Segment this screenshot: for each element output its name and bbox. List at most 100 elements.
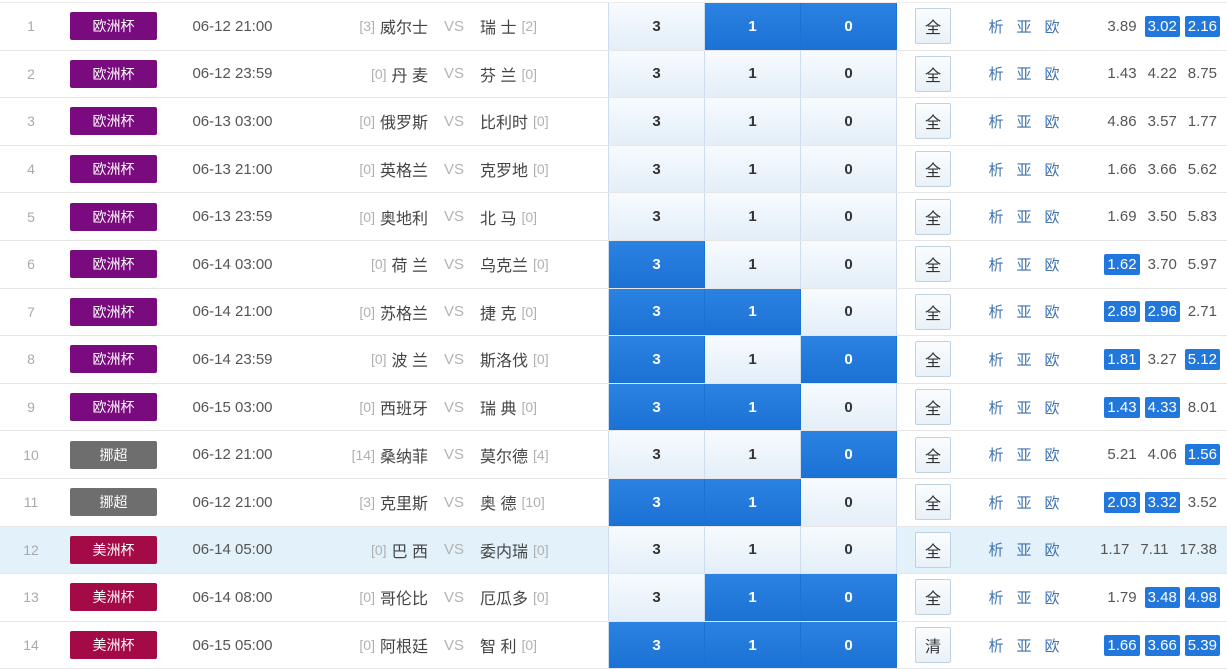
europe-odds-link[interactable]: 欧 xyxy=(1044,256,1060,274)
europe-odds-link[interactable]: 欧 xyxy=(1044,113,1060,131)
select-all-button[interactable]: 全 xyxy=(915,8,951,45)
select-all-button[interactable]: 全 xyxy=(915,293,951,330)
asia-odds-link[interactable]: 亚 xyxy=(1016,113,1032,131)
pick-1[interactable]: 1 xyxy=(705,478,801,526)
europe-odds-link[interactable]: 欧 xyxy=(1044,447,1060,465)
select-all-button[interactable]: 全 xyxy=(915,55,951,92)
pick-1[interactable]: 1 xyxy=(705,621,801,669)
asia-odds-link[interactable]: 亚 xyxy=(1016,304,1032,322)
pick-1[interactable]: 1 xyxy=(705,336,801,383)
europe-odds-link[interactable]: 欧 xyxy=(1044,66,1060,84)
analysis-link[interactable]: 析 xyxy=(988,66,1004,84)
pick-1[interactable]: 1 xyxy=(705,574,801,621)
analysis-link[interactable]: 析 xyxy=(988,542,1004,560)
select-all-button[interactable]: 全 xyxy=(915,531,951,568)
pick-1[interactable]: 1 xyxy=(705,193,801,240)
pick-1[interactable]: 1 xyxy=(705,3,801,50)
analysis-link[interactable]: 析 xyxy=(988,256,1004,274)
analysis-link[interactable]: 析 xyxy=(988,351,1004,369)
asia-odds-link[interactable]: 亚 xyxy=(1016,351,1032,369)
europe-odds-link[interactable]: 欧 xyxy=(1044,18,1060,36)
pick-0[interactable]: 0 xyxy=(801,478,897,526)
asia-odds-link[interactable]: 亚 xyxy=(1016,66,1032,84)
pick-0[interactable]: 0 xyxy=(801,50,897,98)
pick-0[interactable]: 0 xyxy=(801,3,897,50)
pick-3[interactable]: 3 xyxy=(609,574,705,621)
select-all-button[interactable]: 全 xyxy=(915,579,951,616)
asia-odds-link[interactable]: 亚 xyxy=(1016,399,1032,417)
asia-odds-link[interactable]: 亚 xyxy=(1016,209,1032,227)
asia-odds-link[interactable]: 亚 xyxy=(1016,256,1032,274)
asia-odds-link[interactable]: 亚 xyxy=(1016,494,1032,512)
pick-3[interactable]: 3 xyxy=(609,193,705,240)
analysis-link[interactable]: 析 xyxy=(988,447,1004,465)
pick-1[interactable]: 1 xyxy=(705,526,801,574)
pick-1[interactable]: 1 xyxy=(705,50,801,98)
europe-odds-link[interactable]: 欧 xyxy=(1044,304,1060,322)
pick-3[interactable]: 3 xyxy=(609,288,705,336)
analysis-link[interactable]: 析 xyxy=(988,304,1004,322)
asia-odds-link[interactable]: 亚 xyxy=(1016,161,1032,179)
pick-3[interactable]: 3 xyxy=(609,336,705,383)
pick-1[interactable]: 1 xyxy=(705,98,801,145)
pick-1[interactable]: 1 xyxy=(705,383,801,431)
select-all-button[interactable]: 全 xyxy=(915,103,951,140)
asia-odds-link[interactable]: 亚 xyxy=(1016,637,1032,655)
pick-1[interactable]: 1 xyxy=(705,145,801,193)
pick-3[interactable]: 3 xyxy=(609,3,705,50)
analysis-link[interactable]: 析 xyxy=(988,18,1004,36)
pick-0[interactable]: 0 xyxy=(801,383,897,431)
asia-odds-link[interactable]: 亚 xyxy=(1016,589,1032,607)
pick-0[interactable]: 0 xyxy=(801,431,897,478)
pick-1[interactable]: 1 xyxy=(705,288,801,336)
analysis-link[interactable]: 析 xyxy=(988,494,1004,512)
pick-3[interactable]: 3 xyxy=(609,526,705,574)
clear-all-button[interactable]: 清 xyxy=(915,627,951,664)
europe-odds-link[interactable]: 欧 xyxy=(1044,351,1060,369)
pick-0[interactable]: 0 xyxy=(801,240,897,288)
analysis-link[interactable]: 析 xyxy=(988,209,1004,227)
asia-odds-link[interactable]: 亚 xyxy=(1016,18,1032,36)
asia-odds-link[interactable]: 亚 xyxy=(1016,447,1032,465)
select-all-button[interactable]: 全 xyxy=(915,389,951,426)
pick-0[interactable]: 0 xyxy=(801,145,897,193)
away-team: 委内瑞 [0] xyxy=(480,527,608,574)
pick-0[interactable]: 0 xyxy=(801,288,897,336)
pick-0[interactable]: 0 xyxy=(801,98,897,145)
row-number: 5 xyxy=(27,208,35,225)
asia-odds-link[interactable]: 亚 xyxy=(1016,542,1032,560)
europe-odds-link[interactable]: 欧 xyxy=(1044,589,1060,607)
europe-odds-link[interactable]: 欧 xyxy=(1044,637,1060,655)
pick-3[interactable]: 3 xyxy=(609,383,705,431)
pick-0[interactable]: 0 xyxy=(801,574,897,621)
select-all-button[interactable]: 全 xyxy=(915,198,951,235)
pick-0[interactable]: 0 xyxy=(801,336,897,383)
pick-0[interactable]: 0 xyxy=(801,621,897,669)
analysis-link[interactable]: 析 xyxy=(988,399,1004,417)
analysis-link[interactable]: 析 xyxy=(988,589,1004,607)
analysis-link[interactable]: 析 xyxy=(988,113,1004,131)
europe-odds-link[interactable]: 欧 xyxy=(1044,399,1060,417)
pick-0[interactable]: 0 xyxy=(801,193,897,240)
europe-odds-link[interactable]: 欧 xyxy=(1044,494,1060,512)
analysis-link[interactable]: 析 xyxy=(988,161,1004,179)
pick-3[interactable]: 3 xyxy=(609,621,705,669)
pick-3[interactable]: 3 xyxy=(609,145,705,193)
analysis-link[interactable]: 析 xyxy=(988,637,1004,655)
europe-odds-link[interactable]: 欧 xyxy=(1044,209,1060,227)
pick-3[interactable]: 3 xyxy=(609,50,705,98)
europe-odds-link[interactable]: 欧 xyxy=(1044,161,1060,179)
select-all-button[interactable]: 全 xyxy=(915,484,951,521)
europe-odds-link[interactable]: 欧 xyxy=(1044,542,1060,560)
pick-3[interactable]: 3 xyxy=(609,240,705,288)
select-all-button[interactable]: 全 xyxy=(915,436,951,473)
select-all-button[interactable]: 全 xyxy=(915,341,951,378)
pick-1[interactable]: 1 xyxy=(705,240,801,288)
pick-3[interactable]: 3 xyxy=(609,98,705,145)
pick-3[interactable]: 3 xyxy=(609,478,705,526)
select-all-button[interactable]: 全 xyxy=(915,151,951,188)
select-all-button[interactable]: 全 xyxy=(915,246,951,283)
pick-0[interactable]: 0 xyxy=(801,526,897,574)
pick-3[interactable]: 3 xyxy=(609,431,705,478)
pick-1[interactable]: 1 xyxy=(705,431,801,478)
